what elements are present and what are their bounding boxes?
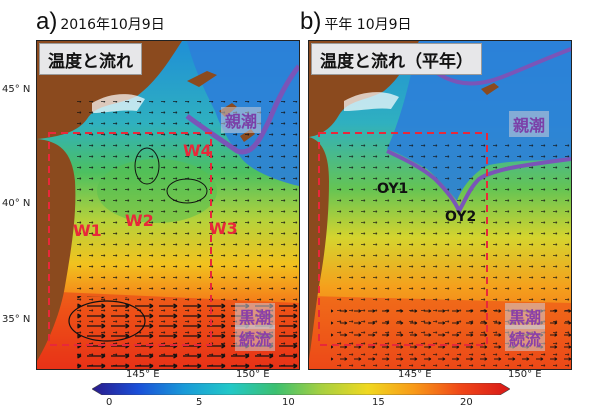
colorbar-tick-0: 0 — [106, 397, 113, 408]
kuroshio-label-b-line1: 黒潮 — [505, 303, 546, 329]
panel-a-date: 2016年10月9日 — [60, 17, 165, 33]
map-panel-a: 温度と流れ W1 W2 W3 W4 親潮 黒潮 続流 — [36, 40, 300, 370]
lon-tick-b-150: 150° E — [508, 369, 542, 380]
lat-tick-40: 40° N — [2, 198, 31, 209]
panel-b-title: b) 平年 10月9日 — [300, 8, 412, 35]
kuroshio-label-line2: 続流 — [235, 325, 276, 351]
colorbar-tick-15: 15 — [372, 397, 385, 408]
map-b-title: 温度と流れ（平年） — [311, 43, 482, 75]
oyashio-label: 親潮 — [221, 107, 262, 133]
region-label-w2: W2 — [125, 211, 154, 230]
panel-a-title: a) 2016年10月9日 — [36, 8, 165, 35]
colorbar-tick-20: 20 — [460, 397, 473, 408]
panel-b-date: 平年 10月9日 — [324, 17, 412, 33]
map-a-graphic — [37, 41, 299, 369]
panel-a-letter: a) — [36, 8, 58, 35]
kuroshio-label-line1: 黒潮 — [235, 303, 276, 329]
region-label-oy2: OY2 — [445, 209, 477, 225]
map-a-title: 温度と流れ — [39, 43, 142, 75]
lon-tick-b-145: 145° E — [398, 369, 432, 380]
lat-tick-45: 45° N — [2, 84, 31, 95]
region-label-w3: W3 — [209, 219, 238, 238]
colorbar-tick-10: 10 — [282, 397, 295, 408]
lon-tick-a-150: 150° E — [236, 369, 270, 380]
region-label-w1: W1 — [73, 221, 102, 240]
lat-tick-35: 35° N — [2, 314, 31, 325]
map-panel-b: 温度と流れ（平年） OY1 OY2 親潮 黒潮 続流 — [308, 40, 572, 370]
lon-tick-a-145: 145° E — [126, 369, 160, 380]
colorbar — [92, 383, 510, 395]
region-label-oy1: OY1 — [377, 181, 409, 197]
kuroshio-label-b-line2: 続流 — [505, 325, 546, 351]
region-label-w4: W4 — [183, 141, 212, 160]
colorbar-tick-5: 5 — [196, 397, 203, 408]
oyashio-label-b: 親潮 — [509, 111, 550, 137]
panel-b-letter: b) — [300, 8, 322, 35]
